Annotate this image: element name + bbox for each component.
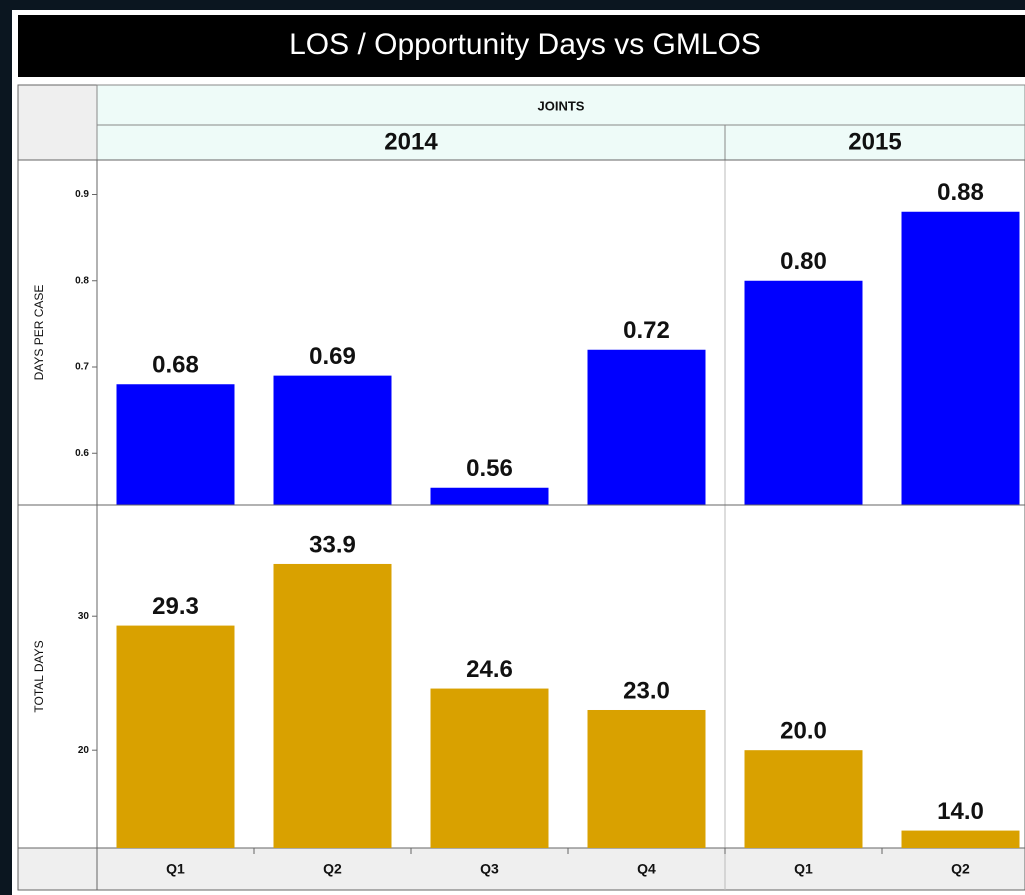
year-header (96, 124, 726, 161)
y-tick-label: 0.9 (75, 189, 89, 200)
chart-title: LOS / Opportunity Days vs GMLOS (289, 28, 761, 61)
value-label: 23.0 (623, 677, 670, 704)
x-tick-label: Q4 (637, 861, 656, 877)
bar (901, 830, 1020, 848)
bar (430, 487, 549, 505)
y-tick-label: 20 (78, 745, 90, 756)
bar (273, 563, 392, 848)
title-bar (18, 15, 1025, 77)
bar (587, 709, 706, 848)
value-label: 14.0 (937, 798, 984, 825)
bar (744, 280, 863, 505)
x-tick-label: Q3 (480, 861, 499, 877)
value-label: 20.0 (780, 718, 827, 745)
y-tick-label: 0.7 (75, 362, 89, 373)
value-label: 24.6 (466, 656, 513, 683)
bar (116, 384, 235, 505)
value-label: 0.72 (623, 317, 670, 344)
value-label: 33.9 (309, 531, 356, 558)
x-tick-label: Q1 (166, 861, 185, 877)
value-label: 0.80 (780, 248, 827, 275)
value-label: 0.56 (466, 455, 513, 482)
y-axis-title: TOTAL DAYS (32, 640, 46, 712)
bar (273, 375, 392, 505)
y-tick-label: 0.6 (75, 448, 89, 459)
value-label: 0.69 (309, 343, 356, 370)
bar (430, 688, 549, 848)
x-tick-label: Q2 (323, 861, 342, 877)
bar (587, 349, 706, 505)
value-label: 0.68 (152, 352, 199, 379)
y-axis-title: DAYS PER CASE (32, 285, 46, 381)
bar (116, 625, 235, 848)
group-label: JOINTS (538, 98, 585, 113)
y-tick-label: 30 (78, 611, 90, 622)
bar (744, 750, 863, 848)
value-label: 0.88 (937, 179, 984, 206)
y-tick-label: 0.8 (75, 275, 89, 286)
bar (901, 211, 1020, 505)
value-label: 29.3 (152, 593, 199, 620)
x-tick-label: Q2 (951, 861, 970, 877)
x-tick-label: Q1 (794, 861, 813, 877)
year-label: 2014 (384, 128, 438, 155)
year-label: 2015 (848, 128, 901, 155)
